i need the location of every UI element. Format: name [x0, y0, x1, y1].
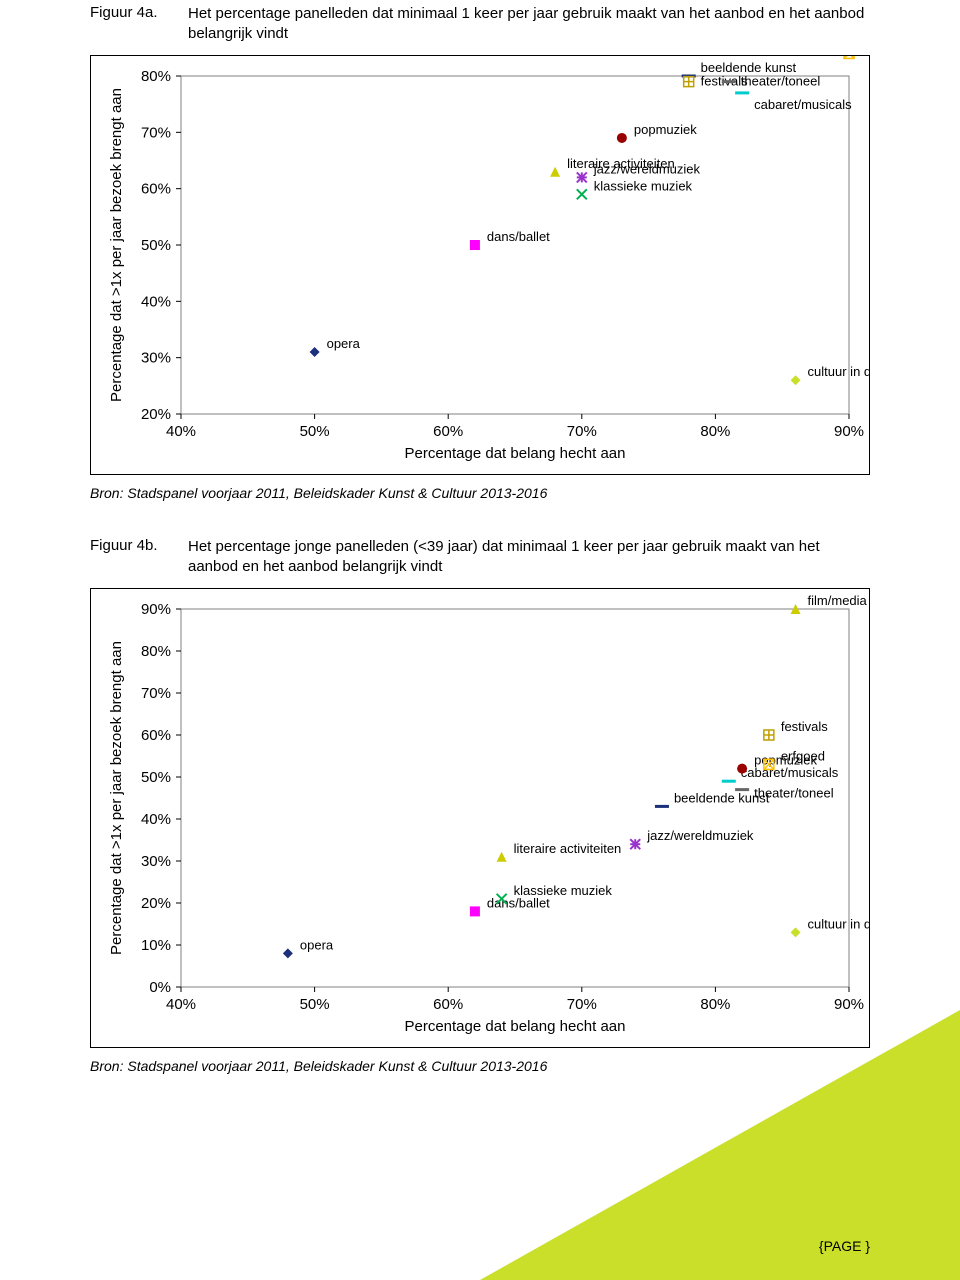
y-axis-label: Percentage dat >1x per jaar bezoek breng…	[108, 88, 125, 402]
data-point	[310, 347, 320, 357]
y-tick-label: 40%	[141, 811, 171, 828]
y-tick-label: 10%	[141, 937, 171, 954]
data-point-label: cabaret/musicals	[754, 97, 852, 112]
y-tick-label: 60%	[141, 181, 171, 198]
y-tick-label: 50%	[141, 769, 171, 786]
data-point	[617, 133, 627, 143]
x-tick-label: 40%	[166, 423, 196, 440]
data-point-label: dans/ballet	[487, 229, 550, 244]
data-point	[550, 167, 560, 177]
x-tick-label: 70%	[567, 423, 597, 440]
data-point-label: festivals	[781, 719, 828, 734]
data-point	[791, 375, 801, 385]
y-tick-label: 20%	[141, 895, 171, 912]
y-tick-label: 40%	[141, 293, 171, 310]
data-point	[470, 906, 480, 916]
accent-wedge	[480, 1010, 960, 1280]
data-point-label: klassieke muziek	[594, 178, 693, 193]
data-point-label: jazz/wereldmuziek	[646, 828, 754, 843]
x-tick-label: 90%	[834, 423, 864, 440]
data-point	[844, 56, 854, 58]
y-tick-label: 0%	[149, 979, 171, 996]
y-tick-label: 60%	[141, 727, 171, 744]
data-point	[791, 927, 801, 937]
data-point-label: popmuziek	[634, 122, 697, 137]
figure-4b-heading: Figuur 4b. Het percentage jonge panelled…	[90, 537, 870, 576]
data-point-label: cultuur in de school	[808, 364, 869, 379]
data-point-label: cultuur in de school	[808, 916, 869, 931]
data-point	[283, 948, 293, 958]
y-tick-label: 30%	[141, 350, 171, 367]
figure-4b-title: Het percentage jonge panelleden (<39 jaa…	[188, 537, 868, 576]
data-point	[470, 240, 480, 250]
data-point	[764, 730, 774, 740]
figure-4a-source: Bron: Stadspanel voorjaar 2011, Beleidsk…	[90, 485, 870, 501]
chart-4a: 20% 30% 40% 50% 60% 70% 80% 40% 50% 60% 70% 80% 90% P…	[90, 55, 870, 475]
y-tick-label: 80%	[141, 68, 171, 85]
data-point-label: jazz/wereldmuziek	[593, 161, 701, 176]
y-tick-label: 20%	[141, 406, 171, 423]
x-tick-label: 40%	[166, 996, 196, 1013]
page-number: {PAGE }	[819, 1238, 870, 1254]
data-point	[577, 189, 587, 199]
y-tick-label: 90%	[141, 601, 171, 618]
data-point	[497, 852, 507, 862]
figure-4a-heading: Figuur 4a. Het percentage panelleden dat…	[90, 4, 870, 43]
data-point-label: opera	[300, 937, 334, 952]
y-tick-label: 70%	[141, 685, 171, 702]
figure-4a-title: Het percentage panelleden dat minimaal 1…	[188, 4, 868, 43]
figure-4b-number: Figuur 4b.	[90, 537, 188, 576]
data-point-label: klassieke muziek	[514, 883, 613, 898]
figure-4a-number: Figuur 4a.	[90, 4, 188, 43]
data-point	[684, 77, 694, 87]
y-tick-label: 70%	[141, 124, 171, 141]
data-point-label: theater/toneel	[741, 74, 821, 89]
data-point-label: literaire activiteiten	[514, 841, 622, 856]
data-point	[630, 839, 640, 849]
x-tick-label: 60%	[433, 423, 463, 440]
x-axis-label: Percentage dat belang hecht aan	[404, 445, 625, 462]
y-tick-label: 30%	[141, 853, 171, 870]
chart-4b: 0%10%20%30%40%50%60%70%80%90%40%50%60%70…	[90, 588, 870, 1048]
data-point-label: theater/toneel	[754, 786, 834, 801]
x-tick-label: 50%	[300, 423, 330, 440]
data-point-label: opera	[327, 336, 361, 351]
x-tick-label: 50%	[300, 996, 330, 1013]
y-axis-label: Percentage dat >1x per jaar bezoek breng…	[108, 641, 125, 955]
y-tick-label: 80%	[141, 643, 171, 660]
data-point	[577, 172, 587, 182]
data-point-label: erfgoed	[781, 748, 825, 763]
data-point	[737, 764, 747, 774]
x-tick-label: 80%	[700, 423, 730, 440]
data-point-label: film/media	[808, 593, 868, 608]
y-tick-label: 50%	[141, 237, 171, 254]
x-tick-label: 60%	[433, 996, 463, 1013]
